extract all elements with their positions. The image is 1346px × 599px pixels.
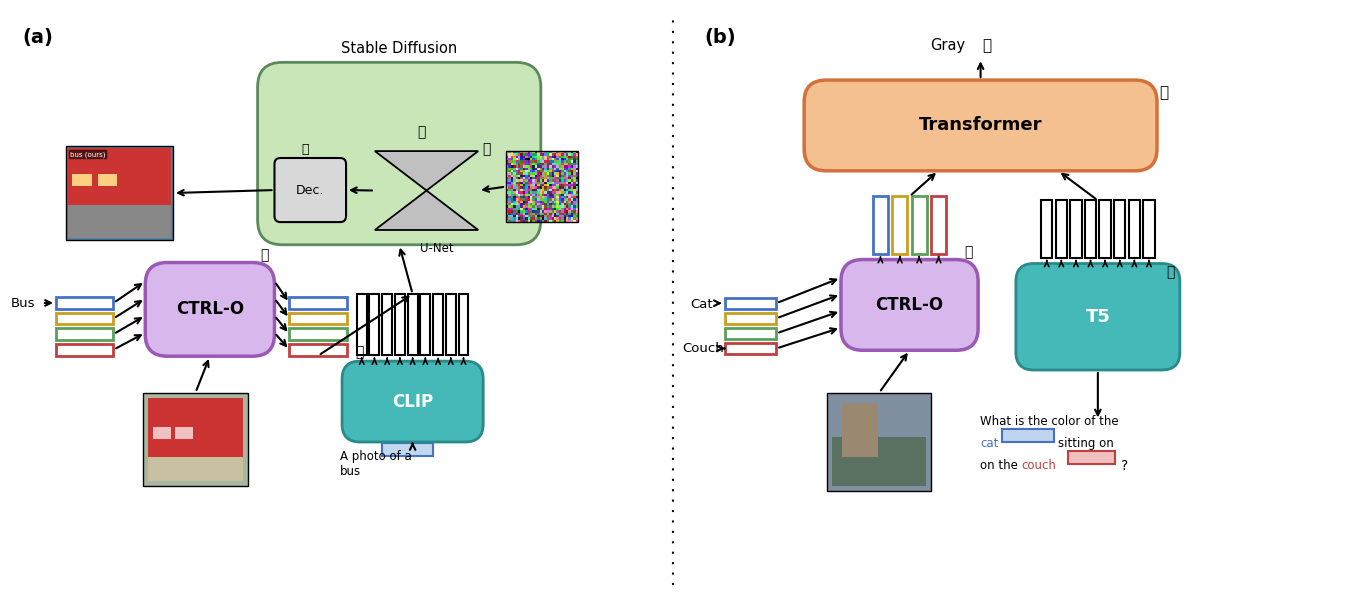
Bar — [382, 443, 433, 456]
Bar — [289, 344, 347, 356]
Text: bus (ours): bus (ours) — [70, 151, 105, 158]
Text: 🔥: 🔥 — [1159, 85, 1168, 100]
Bar — [71, 174, 92, 186]
Text: CTRL-O: CTRL-O — [875, 296, 944, 314]
Bar — [175, 427, 192, 439]
Bar — [724, 328, 777, 339]
Bar — [148, 457, 242, 482]
Text: T5: T5 — [1085, 308, 1110, 326]
Text: 🔥: 🔥 — [482, 142, 490, 156]
Text: Dec.: Dec. — [296, 183, 324, 196]
Bar — [370, 294, 380, 355]
Bar — [724, 298, 777, 309]
Bar — [1067, 451, 1116, 464]
Bar — [55, 297, 113, 309]
Bar — [55, 344, 113, 356]
Bar — [446, 294, 456, 355]
Bar — [66, 146, 174, 240]
Text: 🔥: 🔥 — [1167, 265, 1175, 280]
Bar — [1085, 201, 1096, 258]
Text: A photo of a
bus: A photo of a bus — [341, 450, 412, 478]
Bar — [931, 196, 946, 253]
Bar — [826, 393, 931, 491]
Bar — [1143, 201, 1155, 258]
Bar — [357, 294, 366, 355]
Bar — [143, 393, 248, 486]
Bar — [1040, 201, 1053, 258]
Text: Bus: Bus — [11, 298, 35, 310]
Bar — [67, 148, 171, 205]
Bar — [420, 294, 431, 355]
Bar — [724, 343, 777, 354]
Text: ⛅: ⛅ — [302, 143, 310, 156]
Bar — [289, 328, 347, 340]
Text: CLIP: CLIP — [392, 392, 433, 410]
Bar — [1001, 429, 1054, 442]
Polygon shape — [374, 151, 478, 190]
FancyBboxPatch shape — [841, 259, 979, 350]
Bar — [289, 313, 347, 325]
Bar — [1114, 201, 1125, 258]
Text: U-Net: U-Net — [420, 242, 454, 255]
Text: sitting on: sitting on — [1058, 437, 1113, 450]
Text: Couch: Couch — [682, 342, 724, 355]
Text: couch: couch — [1022, 459, 1057, 472]
Text: Gray: Gray — [930, 38, 965, 53]
Bar — [55, 313, 113, 325]
Text: ?: ? — [1121, 459, 1128, 473]
Text: ⛅: ⛅ — [260, 249, 269, 262]
Bar — [1055, 201, 1067, 258]
Bar — [1100, 201, 1110, 258]
Bar — [1070, 201, 1082, 258]
Bar — [148, 398, 242, 457]
FancyBboxPatch shape — [1016, 264, 1180, 370]
Bar — [433, 294, 443, 355]
Text: cat: cat — [980, 437, 999, 450]
Text: Stable Diffusion: Stable Diffusion — [341, 41, 458, 56]
Text: What is the color of the: What is the color of the — [980, 415, 1119, 428]
Text: Cat: Cat — [690, 298, 712, 311]
Bar — [382, 294, 392, 355]
Text: ✅: ✅ — [983, 38, 992, 53]
Bar — [1129, 201, 1140, 258]
Text: on the: on the — [980, 459, 1022, 472]
Text: ⛅: ⛅ — [964, 246, 972, 259]
Text: ⛅: ⛅ — [355, 345, 365, 359]
Bar — [67, 205, 171, 238]
Text: Transformer: Transformer — [919, 116, 1042, 134]
Bar — [55, 328, 113, 340]
FancyBboxPatch shape — [342, 361, 483, 442]
Bar — [911, 196, 926, 253]
FancyBboxPatch shape — [804, 80, 1158, 171]
Bar — [289, 297, 347, 309]
Bar — [153, 427, 171, 439]
Text: (a): (a) — [22, 28, 52, 47]
Bar — [843, 403, 879, 457]
Bar — [97, 174, 117, 186]
Bar — [459, 294, 468, 355]
Text: 🔄: 🔄 — [417, 125, 425, 139]
Bar — [874, 196, 888, 253]
Polygon shape — [374, 190, 478, 230]
Bar — [892, 196, 907, 253]
Text: (b): (b) — [705, 28, 736, 47]
Bar — [724, 313, 777, 324]
Bar — [394, 294, 405, 355]
Text: CTRL-O: CTRL-O — [176, 300, 244, 318]
Bar — [832, 437, 926, 486]
Bar — [408, 294, 417, 355]
FancyBboxPatch shape — [257, 62, 541, 245]
FancyBboxPatch shape — [145, 262, 275, 356]
Bar — [506, 151, 577, 222]
FancyBboxPatch shape — [275, 158, 346, 222]
